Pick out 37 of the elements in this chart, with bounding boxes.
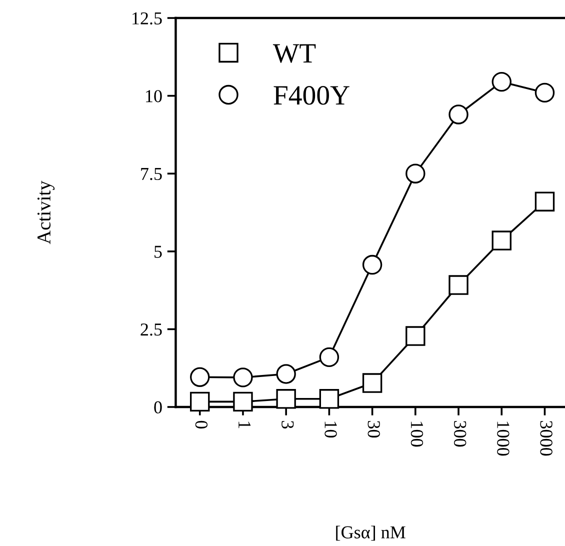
point [492,72,512,92]
y-tick-label: 12.5 [132,12,162,25]
point [233,392,253,412]
x-tick-label: 0 [195,420,208,429]
x-axis-title: [Gsα] nM [336,526,406,541]
x-tick-label: 10 [324,422,337,438]
point [448,275,468,295]
x-tick-label: 30 [368,421,380,438]
point [448,104,468,124]
point [276,389,296,409]
x-tick-label: 100 [410,422,424,447]
x-tick-label: 300 [454,421,466,447]
x-tick-label: 1 [238,422,251,428]
point [492,230,512,250]
point [190,367,210,387]
point [534,192,555,212]
point [362,373,382,393]
point [406,164,426,184]
x-tick-label: 3000 [540,421,552,456]
y-tick-label: 0 [154,401,162,414]
point [406,326,426,346]
legend-label: WT [272,44,316,63]
point [319,389,340,409]
point [319,347,340,368]
point [190,392,210,412]
legend-label: F400Y [274,86,350,105]
x-tick-label: 3 [282,421,294,429]
y-tick-label: 5 [154,246,162,258]
point [362,254,382,275]
point [233,368,253,388]
y-tick-label: 10 [146,90,162,102]
point [534,82,555,103]
y-tick-label: 2.5 [140,324,162,336]
y-axis-title: Activity [37,180,55,244]
point [276,364,296,384]
y-tick-label: 7.5 [141,168,162,180]
x-tick-label: 1000 [497,422,510,456]
